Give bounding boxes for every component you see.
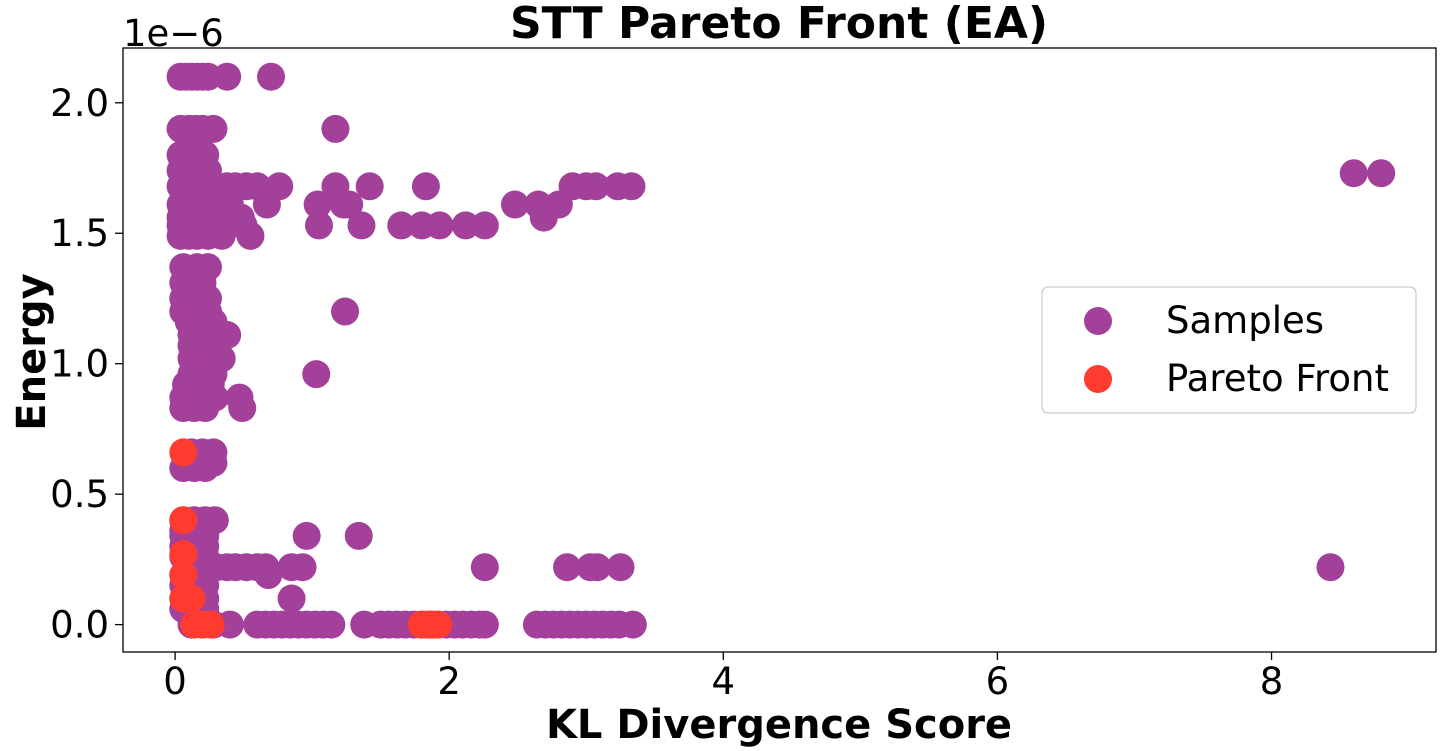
point-samples-6: [213, 62, 242, 91]
point-samples-71: [470, 211, 499, 240]
point-samples-66: [347, 211, 376, 240]
plot-area: [166, 62, 1396, 639]
point-samples-39: [617, 172, 646, 201]
point-samples-46: [252, 190, 281, 219]
x-tick-label-0: 0: [163, 660, 187, 703]
x-axis-ticks: 0 2 4 6 8: [163, 652, 1283, 703]
point-samples-5: [193, 62, 222, 91]
point-samples-69: [425, 211, 454, 240]
point-samples-33: [355, 172, 384, 201]
point-pareto-front-3: [169, 561, 198, 590]
point-pareto-front-12: [424, 610, 453, 639]
point-samples-7: [257, 62, 286, 91]
point-samples-76: [207, 221, 236, 250]
point-samples-218: [618, 610, 647, 639]
point-samples-158: [470, 553, 499, 582]
legend-label-pareto-front: Pareto Front: [1166, 357, 1389, 400]
point-pareto-front-8: [196, 610, 225, 639]
point-samples-162: [606, 553, 635, 582]
point-pareto-front-5: [177, 584, 206, 613]
y-tick-label-3: 1.5: [50, 212, 109, 255]
point-samples-141: [344, 521, 373, 550]
point-samples-58: [529, 203, 558, 232]
point-samples-47: [303, 190, 332, 219]
point-samples-161: [583, 553, 612, 582]
point-samples-157: [288, 553, 317, 582]
x-tick-label-3: 6: [986, 660, 1010, 703]
point-samples-181: [215, 610, 244, 639]
point-samples-50: [500, 190, 529, 219]
point-samples-37: [581, 172, 610, 201]
legend-marker-pareto-front: [1084, 365, 1112, 393]
point-samples-140: [292, 521, 321, 550]
point-samples-191: [317, 610, 346, 639]
point-samples-119: [191, 394, 220, 423]
legend: Samples Pareto Front: [1041, 286, 1417, 414]
point-pareto-front-1: [169, 506, 198, 535]
x-tick-label-4: 8: [1260, 660, 1284, 703]
y-tick-label-1: 0.5: [50, 473, 109, 516]
point-pareto-front-2: [169, 540, 198, 569]
point-pareto-front-0: [169, 438, 198, 467]
point-samples-159: [553, 553, 582, 582]
point-samples-34: [411, 172, 440, 201]
y-axis-label: Energy: [9, 273, 55, 430]
legend-box: [1041, 286, 1417, 414]
x-axis-label: KL Divergence Score: [546, 702, 1012, 748]
point-samples-220: [1367, 159, 1396, 188]
point-samples-174: [277, 584, 306, 613]
legend-label-samples: Samples: [1166, 299, 1324, 342]
point-samples-163: [1316, 553, 1345, 582]
point-samples-206: [470, 610, 499, 639]
point-samples-67: [387, 211, 416, 240]
point-samples-77: [236, 221, 265, 250]
point-samples-90: [331, 297, 360, 326]
point-samples-65: [304, 211, 333, 240]
x-tick-label-2: 4: [712, 660, 736, 703]
chart-title: STT Pareto Front (EA): [510, 0, 1048, 49]
point-samples-108: [302, 360, 331, 389]
legend-marker-samples: [1084, 307, 1112, 335]
y-tick-label-2: 1.0: [50, 343, 109, 386]
y-axis-ticks: 0.0 0.5 1.0 1.5 2.0: [50, 82, 123, 647]
point-samples-219: [1339, 159, 1368, 188]
y-tick-label-0: 0.0: [50, 604, 109, 647]
point-samples-167: [254, 561, 283, 590]
point-samples-13: [321, 114, 350, 143]
point-samples-12: [199, 114, 228, 143]
point-samples-70: [451, 211, 480, 240]
y-tick-label-4: 2.0: [50, 82, 109, 125]
point-samples-49: [335, 190, 364, 219]
point-samples-120: [228, 394, 257, 423]
plot-frame: [122, 47, 1437, 653]
point-samples-129: [191, 454, 220, 483]
x-tick-label-1: 2: [437, 660, 461, 703]
